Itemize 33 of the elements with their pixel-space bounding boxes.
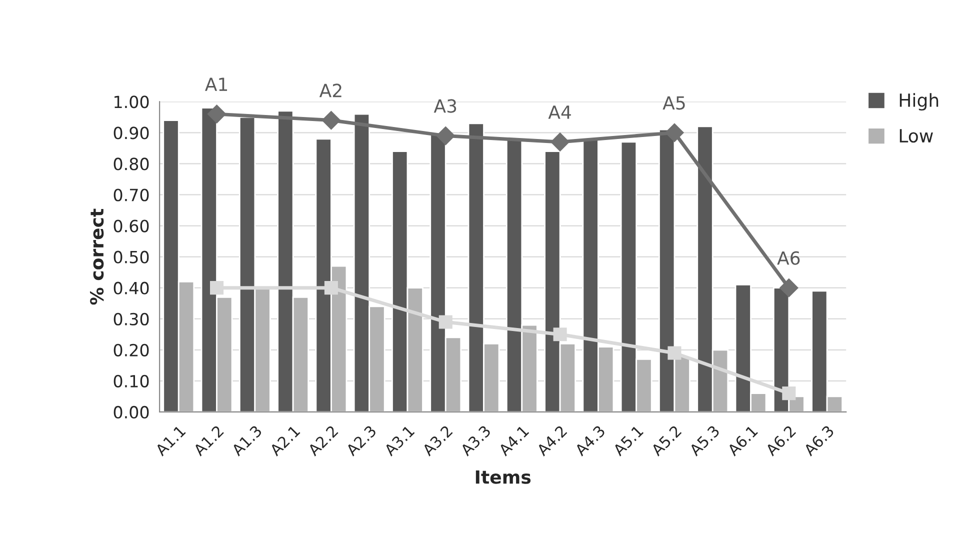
y-tick-label: 0.60 [114,220,149,232]
y-tick-label: 0.80 [114,158,149,170]
annotation: A5 [662,96,685,110]
point [665,123,684,142]
y-tick-label: 0.50 [114,250,149,264]
y-axis-title: % correct [90,208,104,305]
point [324,281,338,295]
y-tick-label: 0.00 [114,406,149,419]
annotation: A1 [204,78,228,91]
annotation: A4 [548,106,571,119]
legend-label: High [900,93,938,111]
y-tick-label: 0.10 [114,374,149,388]
y-tick-label: 0.40 [114,282,149,294]
y-tick-label: 0.20 [114,344,149,356]
x-axis-title: Items [476,470,531,484]
point [780,278,798,298]
annotation: A6 [777,251,800,265]
point [438,315,452,329]
point [322,110,341,130]
point [668,346,682,360]
y-tick-label: 0.30 [114,312,149,326]
y-tick-label: 0.90 [114,126,149,140]
point [207,104,226,124]
point [553,328,567,342]
annotation: A2 [319,84,342,98]
point [436,126,455,146]
point [782,386,796,400]
y-tick-label: 0.70 [114,188,149,202]
point [210,281,224,295]
y-tick-label: 1.00 [114,96,149,108]
annotation: A3 [434,99,456,113]
point [550,132,570,152]
legend-label: Low [900,129,933,143]
